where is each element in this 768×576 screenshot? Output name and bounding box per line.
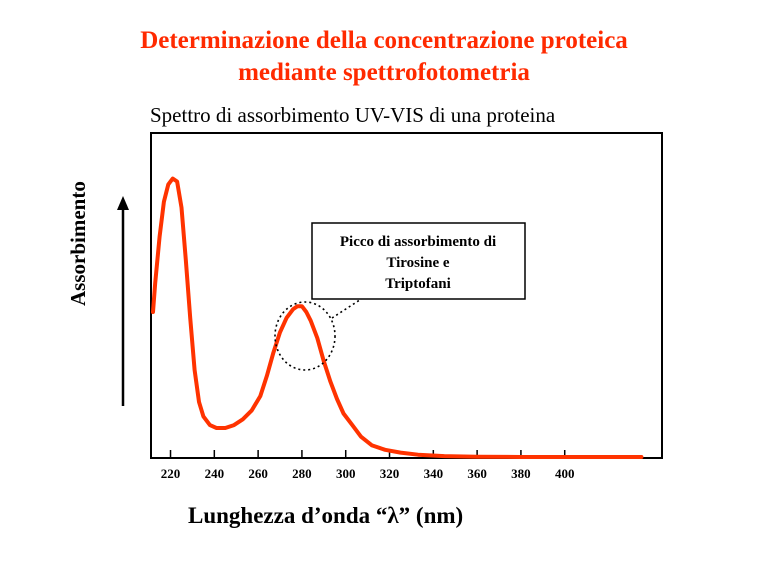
x-tick-label: 220 xyxy=(161,466,181,481)
x-tick-label: 240 xyxy=(205,466,225,481)
slide-title-line-1: Determinazione della concentrazione prot… xyxy=(140,27,628,54)
x-axis-label: Lunghezza d’onda “λ” (nm) xyxy=(188,503,464,528)
x-tick-label: 320 xyxy=(380,466,400,481)
chart-title: Spettro di assorbimento UV-VIS di una pr… xyxy=(150,103,556,127)
annotation-line-3: Triptofani xyxy=(385,276,451,292)
y-axis-arrow-head xyxy=(117,196,129,210)
x-ticks: 220 240 260 280 300 320 340 360 380 400 xyxy=(161,450,575,481)
x-tick-label: 360 xyxy=(467,466,487,481)
annotation-line-1: Picco di assorbimento di xyxy=(340,234,496,250)
slide-title-line-2: mediante spettrofotometria xyxy=(238,59,530,86)
x-tick-label: 260 xyxy=(248,466,268,481)
y-axis-label: Assorbimento xyxy=(66,181,90,306)
x-tick-label: 340 xyxy=(424,466,444,481)
annotation-line-2: Tirosine e xyxy=(386,255,450,271)
peak-highlight-circle xyxy=(274,301,336,371)
x-tick-label: 280 xyxy=(292,466,312,481)
x-tick-label: 400 xyxy=(555,466,575,481)
x-tick-label: 300 xyxy=(336,466,356,481)
annotation-box xyxy=(311,222,526,300)
plot-frame xyxy=(150,132,663,459)
series-absorbance-line xyxy=(151,176,644,459)
x-tick-label: 380 xyxy=(511,466,531,481)
